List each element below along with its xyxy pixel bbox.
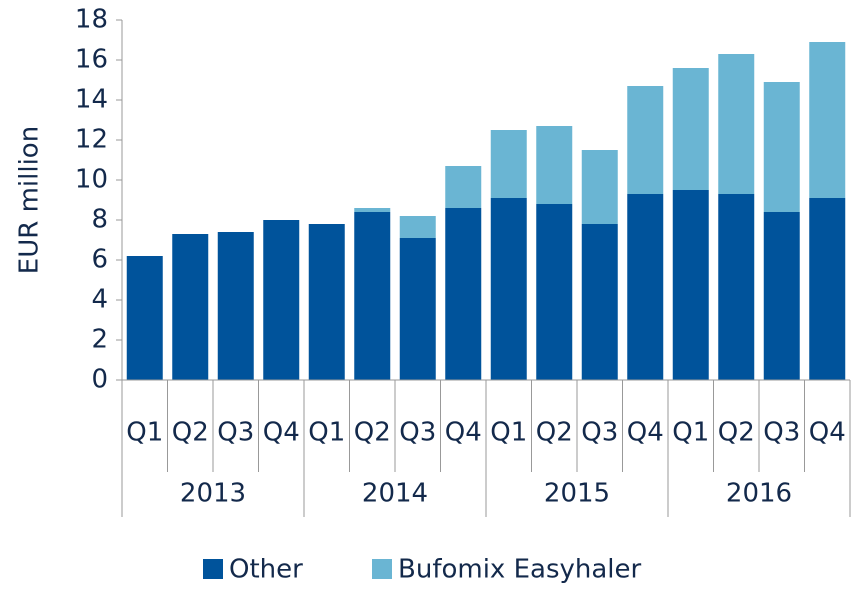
- y-tick-label: 2: [91, 325, 108, 355]
- y-tick-label: 8: [91, 205, 108, 235]
- x-tick-label: Q1: [126, 418, 163, 448]
- y-tick-label: 4: [91, 285, 108, 315]
- bar-segment: [627, 86, 664, 194]
- bar-segment: [536, 126, 573, 204]
- x-tick-label: Q4: [263, 418, 300, 448]
- y-tick-label: 16: [75, 45, 108, 75]
- bar-segment: [809, 198, 846, 380]
- x-tick-label: Q3: [581, 418, 618, 448]
- x-tick-label: Q3: [399, 418, 436, 448]
- bar-segment: [354, 212, 391, 380]
- bar-segment: [763, 82, 800, 212]
- group-label: 2013: [180, 479, 246, 509]
- group-label: 2016: [726, 479, 792, 509]
- y-tick-label: 6: [91, 245, 108, 275]
- legend-label: Bufomix Easyhaler: [398, 555, 642, 585]
- bar-segment: [126, 256, 163, 380]
- y-tick-label: 14: [75, 85, 108, 115]
- x-tick-label: Q4: [809, 418, 846, 448]
- x-tick-label: Q3: [763, 418, 800, 448]
- bar-segment: [627, 194, 664, 380]
- bar-segment: [354, 208, 391, 212]
- bar-segment: [308, 224, 345, 380]
- bar-segment: [490, 130, 527, 198]
- y-tick-label: 18: [75, 5, 108, 35]
- x-tick-label: Q2: [354, 418, 391, 448]
- bar-segment: [718, 54, 755, 194]
- bar-segment: [581, 150, 618, 224]
- group-label: 2014: [362, 479, 428, 509]
- y-tick-label: 12: [75, 125, 108, 155]
- legend-label: Other: [229, 555, 303, 585]
- group-label: 2015: [544, 479, 610, 509]
- bar-segment: [490, 198, 527, 380]
- x-tick-label: Q2: [172, 418, 209, 448]
- x-tick-label: Q1: [308, 418, 345, 448]
- bar-segment: [581, 224, 618, 380]
- bar-segment: [399, 216, 436, 238]
- x-tick-label: Q2: [536, 418, 573, 448]
- bar-segment: [445, 166, 482, 208]
- y-tick-label: 10: [75, 165, 108, 195]
- bar-segment: [672, 190, 709, 380]
- bar-segment: [172, 234, 209, 380]
- x-tick-label: Q4: [627, 418, 664, 448]
- bar-segment: [445, 208, 482, 380]
- bar-segment: [809, 42, 846, 198]
- x-tick-label: Q4: [445, 418, 482, 448]
- bar-segment: [263, 220, 300, 380]
- legend-swatch: [372, 559, 392, 579]
- bar-segment: [536, 204, 573, 380]
- bar-segment: [763, 212, 800, 380]
- x-tick-label: Q2: [718, 418, 755, 448]
- bar-segment: [399, 238, 436, 380]
- x-tick-label: Q3: [217, 418, 254, 448]
- bar-segment: [718, 194, 755, 380]
- bar-segment: [672, 68, 709, 190]
- y-tick-label: 0: [91, 365, 108, 395]
- bar-segment: [217, 232, 254, 380]
- x-tick-label: Q1: [672, 418, 709, 448]
- x-tick-label: Q1: [490, 418, 527, 448]
- legend-swatch: [203, 559, 223, 579]
- y-axis-title: EUR million: [15, 126, 45, 274]
